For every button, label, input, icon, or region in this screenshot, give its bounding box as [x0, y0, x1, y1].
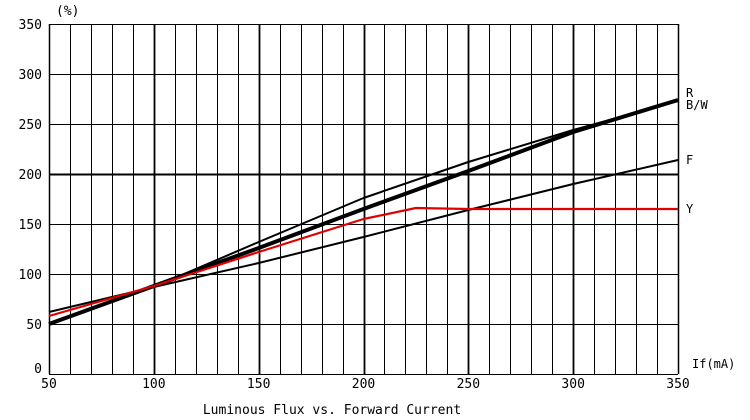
series-label-b-w: B/W [686, 98, 708, 112]
y-tick-label: 0 [34, 362, 42, 377]
y-tick-label: 250 [19, 118, 42, 133]
series-label-f: F [686, 153, 693, 167]
y-axis-label: (%) [56, 4, 79, 19]
series-line-y [48, 206, 678, 318]
y-tick-label: 300 [19, 68, 42, 83]
y-tick-label: 100 [19, 268, 42, 283]
x-tick-label: 200 [352, 377, 375, 392]
y-tick-label: 200 [19, 168, 42, 183]
x-tick-label: 350 [666, 377, 689, 392]
x-tick-label: 300 [561, 377, 584, 392]
series-layer [48, 98, 679, 326]
y-tick-label: 350 [19, 18, 42, 33]
x-tick-label: 50 [41, 377, 57, 392]
grid-major [48, 24, 680, 375]
x-tick-label: 150 [247, 377, 270, 392]
y-tick-label: 150 [19, 218, 42, 233]
series-label-y: Y [686, 202, 694, 216]
x-tick-label: 250 [457, 377, 480, 392]
chart-title: Luminous Flux vs. Forward Current [203, 403, 461, 418]
x-axis-label: If(mA) [692, 357, 735, 371]
x-tick-label: 100 [142, 377, 165, 392]
series-label-r: R [686, 86, 694, 100]
y-tick-label: 50 [26, 318, 42, 333]
